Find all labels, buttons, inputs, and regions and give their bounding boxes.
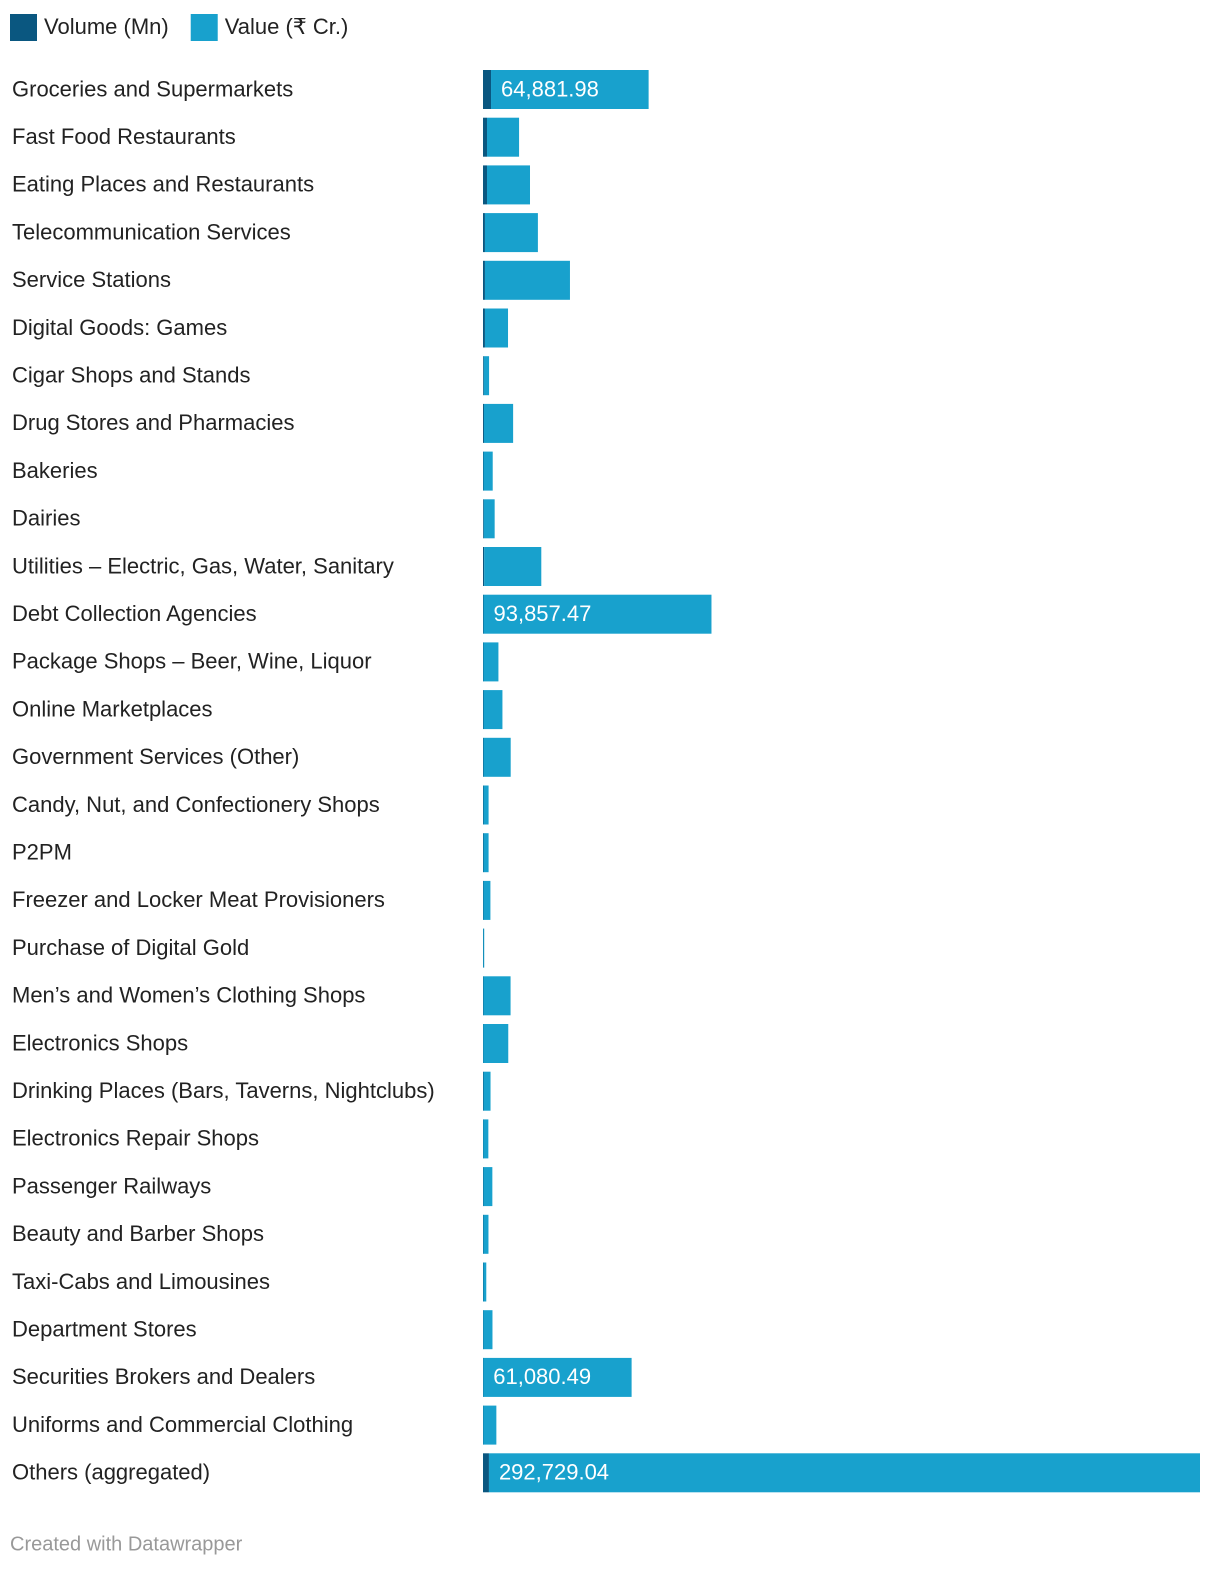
bar-segment [483,1357,632,1397]
value-label: 64,881.98 [501,76,599,101]
bar-segment [483,451,484,491]
category-label: Digital Goods: Games [12,315,227,340]
bar-segment [483,1453,489,1493]
bar-segment [483,1071,484,1111]
bar-segment [483,356,484,396]
bar-segment [491,70,649,109]
bar-segment [484,547,542,586]
category-label: Service Stations [12,267,171,292]
category-label: Others (aggregated) [12,1460,210,1485]
bar-segment [483,499,484,539]
bar-segment [483,737,484,777]
category-label: Utilities – Electric, Gas, Water, Sanita… [12,553,394,578]
category-label: Online Marketplaces [12,696,213,721]
bar-segment [483,403,484,443]
bar-segment [483,451,493,491]
bar-segment [483,594,712,634]
bar-segment [483,976,484,1016]
category-label: Government Services (Other) [12,744,299,769]
bar-segment [487,165,531,205]
bar-segment [483,1167,484,1207]
bar-segment [483,260,485,300]
bar-segment [483,117,488,157]
category-label: Electronics Shops [12,1030,188,1055]
bar-segment [483,1310,493,1350]
bar-segment [483,1262,487,1302]
bar-segment [483,785,489,825]
category-label: Taxi-Cabs and Limousines [12,1269,270,1294]
bar-segment [483,1071,491,1111]
category-label: Groceries and Supermarkets [12,76,293,101]
value-label: 292,729.04 [499,1460,609,1485]
legend-swatch [10,14,37,41]
bar-segment [483,833,484,873]
bar-segment [483,1167,493,1207]
bar-segment [483,213,485,253]
category-label: Uniforms and Commercial Clothing [12,1412,353,1437]
bar-segment [484,308,509,348]
bar-segment [484,213,538,253]
bar-segment [483,1024,509,1063]
category-label: Bakeries [12,458,98,483]
category-label: Freezer and Locker Meat Provisioners [12,887,385,912]
bar-segment [483,1119,489,1159]
category-label: Cigar Shops and Stands [12,363,251,388]
bar-segment [483,737,511,777]
category-label: Electronics Repair Shops [12,1126,259,1151]
category-label: Package Shops – Beer, Wine, Liquor [12,649,372,674]
category-label: Men’s and Women’s Clothing Shops [12,983,365,1008]
bar-segment [484,260,570,300]
bar-segment [483,690,503,730]
legend-swatch [190,14,218,41]
category-label: Telecommunication Services [12,219,291,244]
category-label: Eating Places and Restaurants [12,172,314,197]
bar-segment [483,356,490,396]
bar-segment [483,690,484,730]
footer: Created with Datawrapper [10,1533,243,1555]
bar-segment [483,642,484,682]
bar-segment [483,785,484,825]
category-label: Dairies [12,506,80,531]
category-label: Drinking Places (Bars, Taverns, Nightclu… [12,1078,435,1103]
category-label: Fast Food Restaurants [12,124,236,149]
category-label: Drug Stores and Pharmacies [12,410,294,435]
bar-segment [487,117,520,157]
category-label: Debt Collection Agencies [12,601,257,626]
bar-segment [488,1453,1200,1493]
bar-segment [483,165,488,205]
bar-segment [483,308,485,348]
bar-segment [483,70,492,109]
bar-segment [483,1214,484,1254]
category-label: P2PM [12,840,72,865]
bar-segment [483,403,514,443]
bar-segment [483,1262,484,1302]
bar-segment [483,499,495,539]
category-label: Securities Brokers and Dealers [12,1364,315,1389]
category-label: Department Stores [12,1317,197,1342]
bar-segment [483,928,485,968]
bar-segment [483,833,489,873]
bar-segment [483,976,511,1016]
bar-segment [483,642,499,682]
category-label: Beauty and Barber Shops [12,1221,264,1246]
legend-label: Volume (Mn) [44,14,169,39]
value-label: 61,080.49 [493,1364,591,1389]
bar-segment [483,594,484,634]
bar-segment [483,880,491,920]
category-label: Passenger Railways [12,1173,211,1198]
bar-segment [483,880,484,920]
legend-label: Value (₹ Cr.) [225,14,349,39]
bar-segment [483,1214,489,1254]
value-label: 93,857.47 [493,601,591,626]
bar-segment [483,1405,497,1445]
bar-segment [483,547,485,586]
category-label: Candy, Nut, and Confectionery Shops [12,792,380,817]
category-label: Purchase of Digital Gold [12,935,249,960]
